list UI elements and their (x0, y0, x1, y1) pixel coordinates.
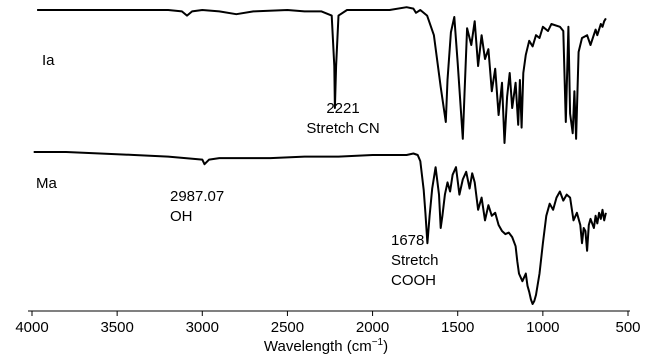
x-axis-title-superscript: −1 (372, 337, 384, 348)
x-tick-label: 500 (615, 319, 640, 336)
series-label-ma: Ma (36, 175, 57, 192)
x-tick-label: 2000 (356, 319, 389, 336)
x-tick-label: 1000 (526, 319, 559, 336)
x-axis-ticks: 4000 3500 3000 2500 2000 1500 1000 500 (15, 311, 641, 336)
x-tick-label: 3000 (186, 319, 219, 336)
plot-area (33, 6, 607, 305)
annotation-stretch-cn: 2221 Stretch CN (306, 100, 379, 137)
x-tick-label: 4000 (15, 319, 48, 336)
x-tick-label: 2500 (271, 319, 304, 336)
annotation-oh-text: OH (170, 208, 193, 225)
annotation-cooh-value: 1678 (391, 232, 424, 249)
annotation-oh-value: 2987.07 (170, 188, 224, 205)
annotation-cn-text: Stretch CN (306, 120, 379, 137)
annotation-cooh-text-2: COOH (391, 272, 436, 289)
annotation-oh: 2987.07 OH (170, 188, 224, 225)
series-label-ia: Ia (42, 52, 55, 69)
x-tick-label: 3500 (100, 319, 133, 336)
x-axis-title-end: ) (383, 338, 388, 355)
x-axis-title: Wavelength (cm−1) (264, 337, 388, 355)
series-ia-spectrum-line (37, 6, 607, 144)
series-ma-spectrum-line (33, 151, 607, 305)
annotation-stretch-cooh: 1678 Stretch COOH (391, 232, 439, 289)
annotation-cn-value: 2221 (326, 100, 359, 117)
annotation-cooh-text-1: Stretch (391, 252, 439, 269)
x-axis-title-text: Wavelength (cm (264, 338, 372, 355)
x-tick-label: 1500 (441, 319, 474, 336)
